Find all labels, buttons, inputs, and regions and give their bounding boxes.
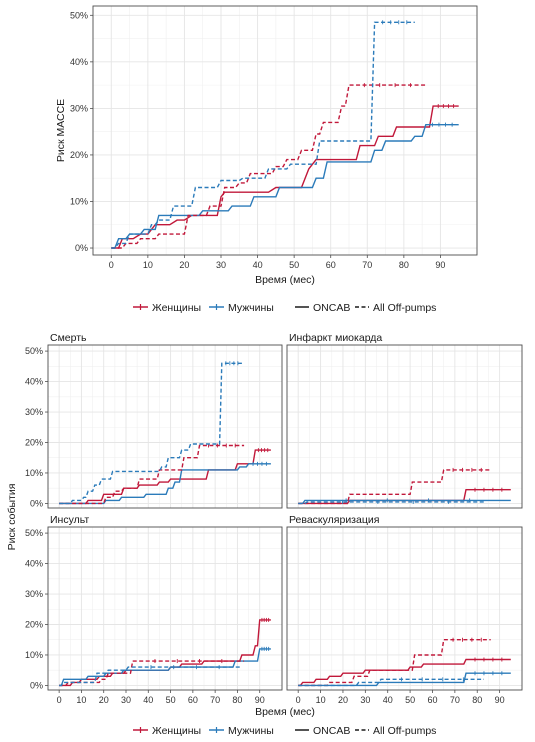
legend-label-women: Женщины [152, 302, 201, 314]
y-tick-label: 30% [25, 589, 43, 599]
x-tick-label: 70 [210, 695, 220, 705]
y-tick-label: 30% [70, 103, 88, 113]
legend: Женщины Мужчины ONCAB All Off-pumps [133, 302, 436, 314]
x-tick-label: 40 [253, 260, 263, 270]
x-tick-label: 20 [99, 695, 109, 705]
series-line-men-offpump [298, 678, 484, 687]
y-tick-label: 50% [70, 10, 88, 20]
panel-frame [286, 526, 523, 691]
x-tick-label: 0 [296, 695, 301, 705]
x-tick-label: 30 [121, 695, 131, 705]
facet-panel: Смерть 0% 10% 20% 30% 40% 50% [25, 332, 283, 509]
series-line-men-offpump [111, 21, 415, 249]
facet-strip-label: Инсульт [50, 514, 89, 526]
x-tick-label: 50 [289, 260, 299, 270]
x-tick-label: 90 [435, 260, 445, 270]
y-tick-label: 0% [75, 243, 88, 253]
y-tick-label: 40% [70, 57, 88, 67]
y-tick-label: 30% [25, 407, 43, 417]
series-line-women-offpump [111, 84, 426, 249]
series-line-women-oncab [59, 619, 271, 687]
facet-panel: Инфаркт миокарда [286, 332, 523, 509]
y-tick-label: 0% [30, 680, 43, 690]
legend-label-solid: ONCAB [313, 302, 350, 314]
y-tick-label: 20% [70, 150, 88, 160]
y-axis-title: Риск события [6, 484, 18, 551]
x-tick-label: 0 [109, 260, 114, 270]
series-line-men-oncab [59, 463, 271, 505]
x-tick-label: 60 [326, 260, 336, 270]
facet-strip-label: Инфаркт миокарда [289, 332, 382, 344]
panel-frame [47, 344, 283, 509]
x-axis-title: Время (мес) [255, 274, 315, 286]
panel-frame [286, 344, 523, 509]
series-line-women-oncab [111, 105, 459, 249]
x-tick-label: 40 [383, 695, 393, 705]
x-tick-label: 30 [360, 695, 370, 705]
facet-strip-label: Смерть [50, 332, 87, 344]
y-axis-title: Риск МАССЕ [55, 99, 67, 162]
x-tick-label: 50 [405, 695, 415, 705]
facet-panel: Реваскуляризация 0 10 20 30 40 50 60 70 80 90 [286, 514, 523, 705]
x-tick-label: 90 [255, 695, 265, 705]
y-tick-label: 40% [25, 377, 43, 387]
x-tick-label: 0 [57, 695, 62, 705]
series-line-women-oncab [59, 449, 271, 505]
y-tick-label: 50% [25, 346, 43, 356]
x-tick-label: 10 [316, 695, 326, 705]
facet-strip-label: Реваскуляризация [289, 514, 379, 526]
series-line-men-offpump [59, 362, 242, 505]
x-tick-label: 90 [495, 695, 505, 705]
x-tick-label: 80 [399, 260, 409, 270]
series-line-women-offpump [298, 639, 491, 687]
panel-frame [92, 5, 478, 256]
legend-label-dashed: All Off-pumps [373, 725, 436, 737]
x-tick-label: 20 [338, 695, 348, 705]
x-tick-label: 10 [143, 260, 153, 270]
x-tick-label: 60 [188, 695, 198, 705]
y-tick-label: 20% [25, 619, 43, 629]
legend: Женщины Мужчины ONCAB All Off-pumps [133, 725, 436, 737]
series-line-men-oncab [59, 648, 271, 687]
series-line-women-oncab [298, 658, 511, 687]
legend-label-men: Мужчины [228, 302, 274, 314]
x-tick-label: 70 [450, 695, 460, 705]
x-tick-label: 40 [143, 695, 153, 705]
series-line-women-offpump [298, 469, 491, 505]
legend-label-solid: ONCAB [313, 725, 350, 737]
x-tick-label: 80 [232, 695, 242, 705]
top-chart-panel: 0 10 20 30 40 50 60 70 80 90 0% 10% 20% 30% 40% 50% Врем… [55, 5, 478, 286]
series-line-women-offpump [59, 444, 245, 505]
y-tick-label: 10% [25, 650, 43, 660]
y-tick-label: 10% [25, 468, 43, 478]
series-line-men-oncab [111, 124, 459, 249]
legend-label-dashed: All Off-pumps [373, 302, 436, 314]
series-line-men-offpump [298, 501, 484, 505]
legend-label-women: Женщины [152, 725, 201, 737]
series-line-men-oncab [298, 672, 511, 687]
series-line-men-offpump [59, 666, 242, 687]
series-line-women-offpump [59, 660, 245, 687]
y-tick-label: 0% [30, 498, 43, 508]
y-tick-label: 50% [25, 528, 43, 538]
legend-label-men: Мужчины [228, 725, 274, 737]
x-tick-label: 10 [76, 695, 86, 705]
x-tick-label: 20 [179, 260, 189, 270]
facet-panel: Инсульт 0 10 20 30 40 50 60 70 80 90 0% 10% 20% 30% 40%… [25, 514, 283, 705]
y-tick-label: 10% [70, 196, 88, 206]
x-tick-label: 80 [472, 695, 482, 705]
x-tick-label: 60 [427, 695, 437, 705]
x-tick-label: 30 [216, 260, 226, 270]
y-tick-label: 20% [25, 437, 43, 447]
y-tick-label: 40% [25, 559, 43, 569]
x-axis-title: Время (мес) [255, 706, 315, 718]
panel-frame [47, 526, 283, 691]
x-tick-label: 70 [362, 260, 372, 270]
x-tick-label: 50 [166, 695, 176, 705]
